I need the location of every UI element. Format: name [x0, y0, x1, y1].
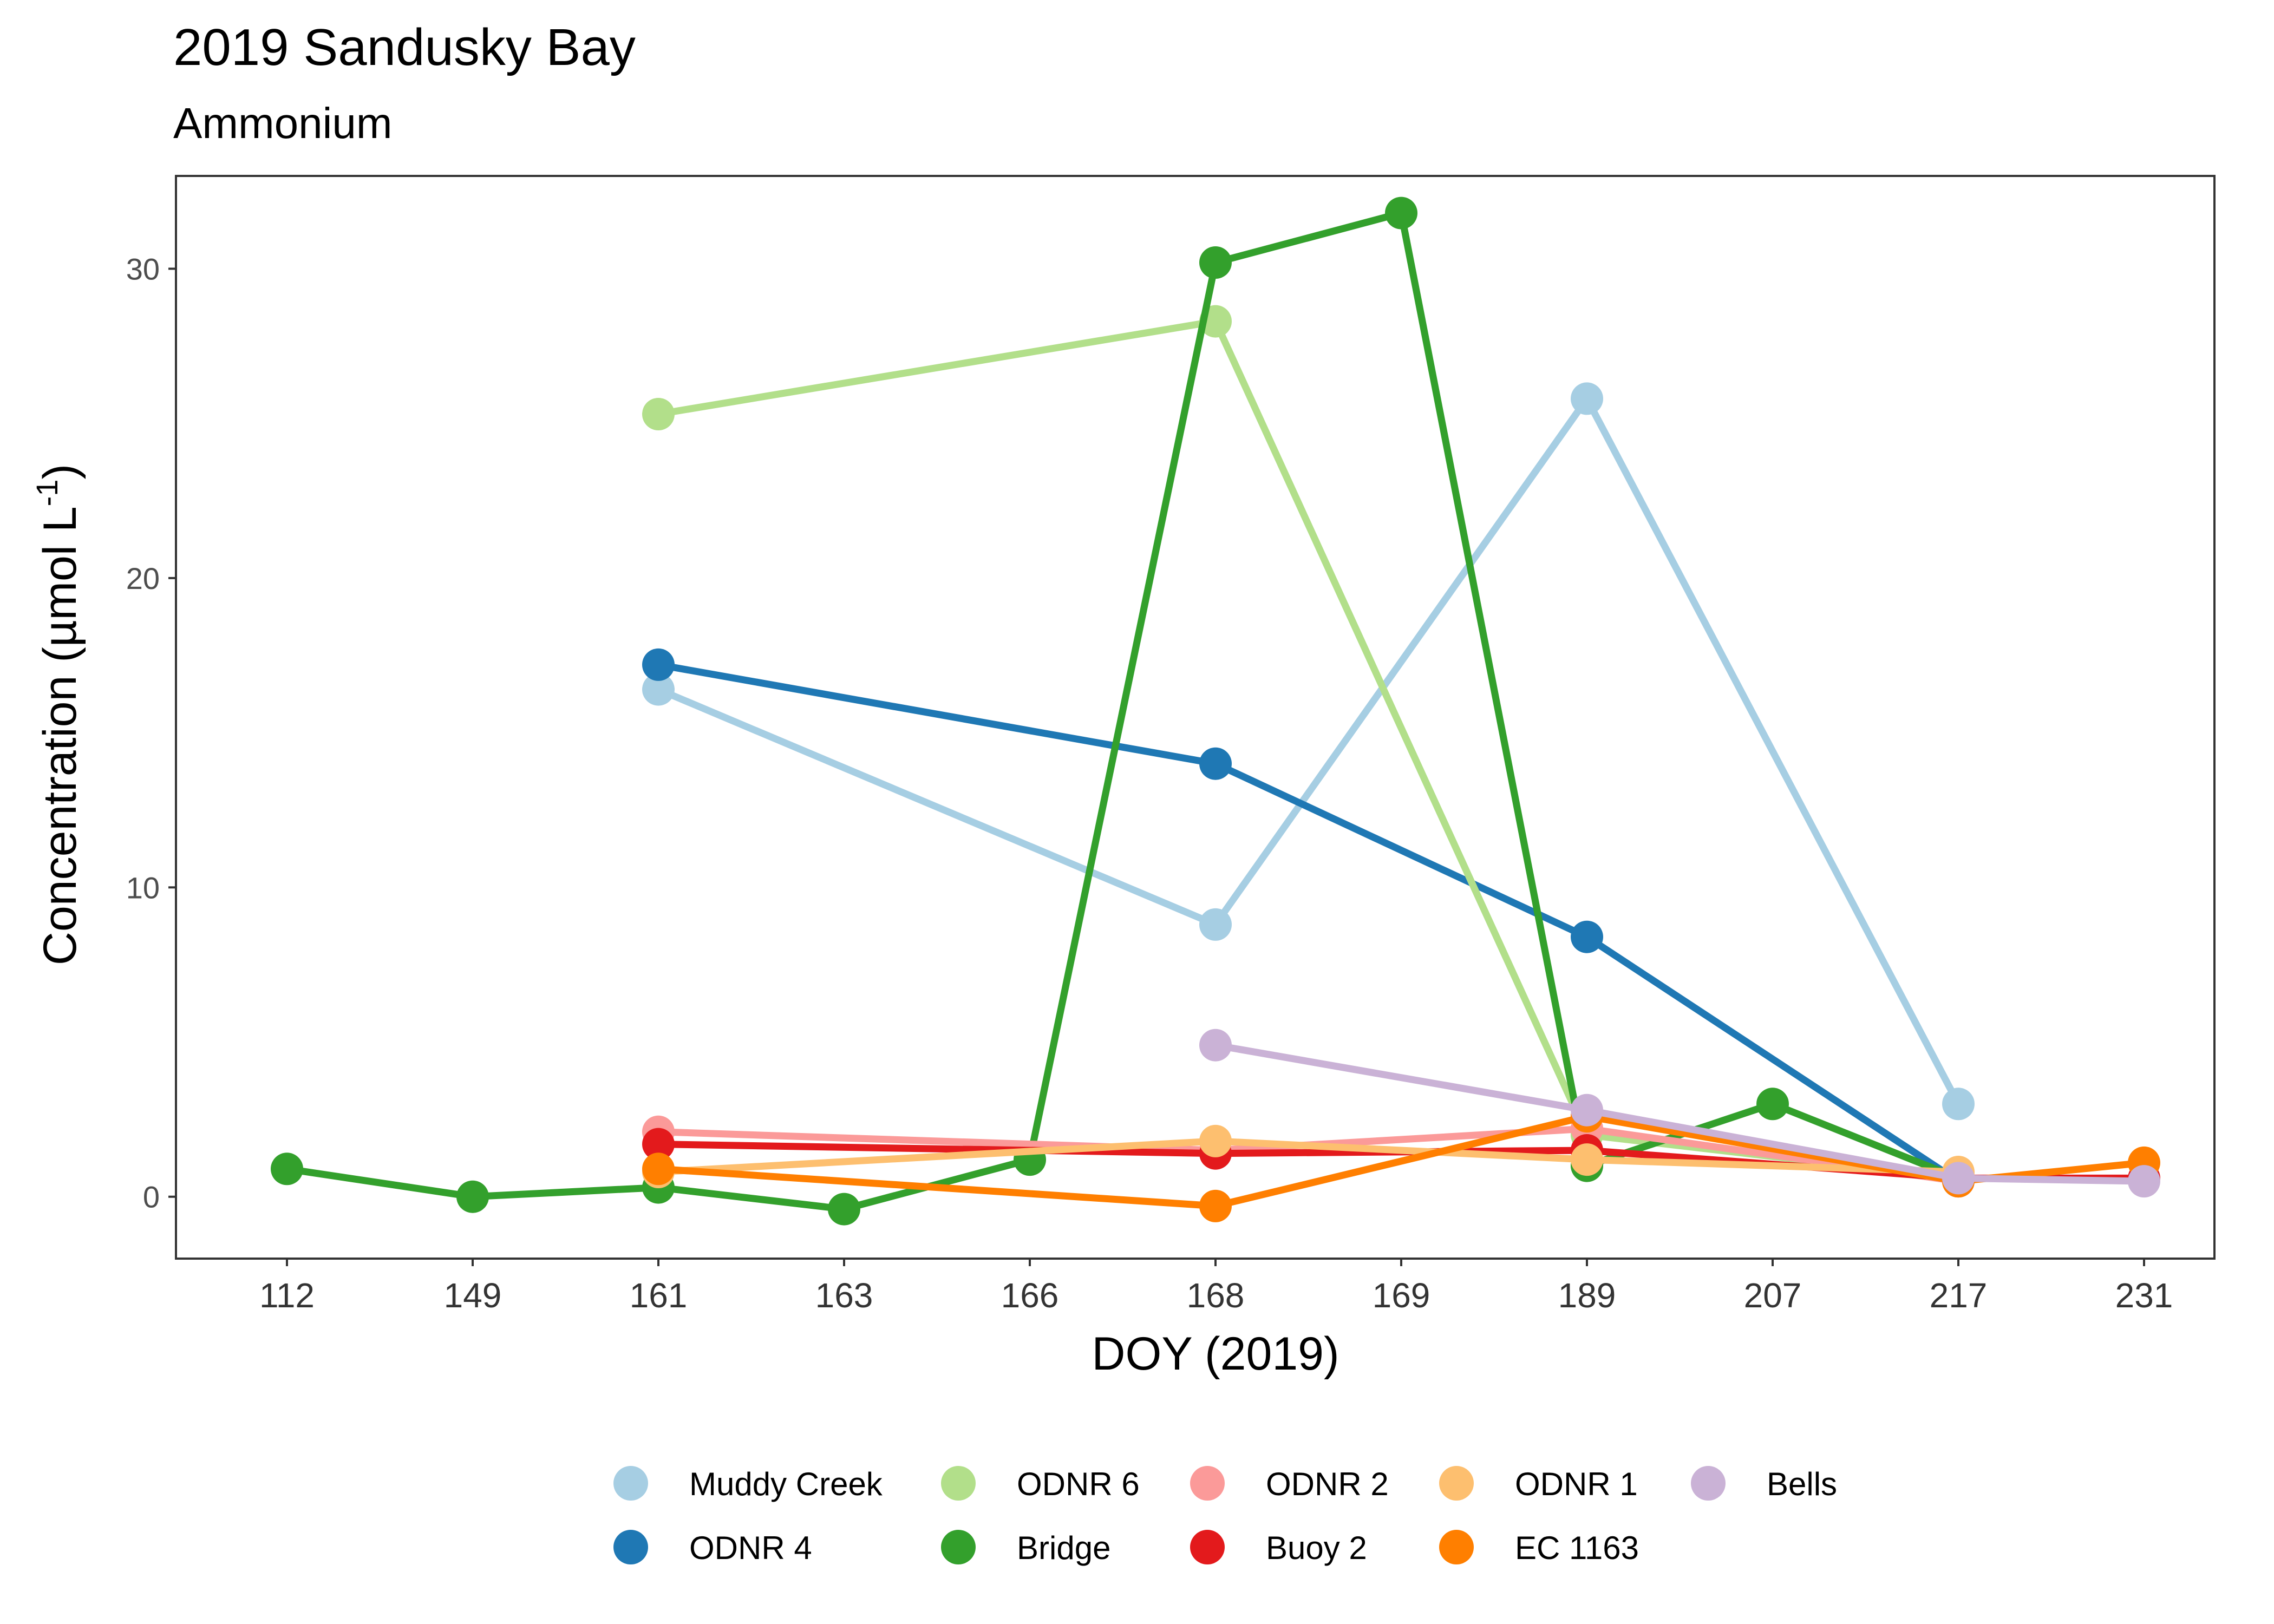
- y-tick-label: 30: [126, 252, 160, 286]
- data-point: [1199, 1189, 1232, 1222]
- x-tick-label: 166: [1001, 1276, 1059, 1315]
- y-axis-title-main: Concentration (µmol L: [34, 506, 86, 965]
- legend-label: Buoy 2: [1266, 1530, 1367, 1566]
- x-tick-label: 149: [444, 1276, 502, 1315]
- legend-label: ODNR 4: [689, 1530, 812, 1566]
- data-point: [1385, 197, 1417, 230]
- data-point: [828, 1193, 860, 1226]
- data-point: [1571, 1093, 1603, 1127]
- chart-subtitle: Ammonium: [173, 99, 393, 147]
- x-tick-label: 189: [1558, 1276, 1616, 1315]
- plot-panel: [175, 175, 2216, 1260]
- legend-key: [1691, 1466, 1726, 1501]
- data-point: [456, 1180, 489, 1213]
- data-point: [1942, 1088, 1975, 1121]
- y-axis-title-superscript: -1: [30, 480, 64, 507]
- data-point: [1571, 382, 1603, 415]
- data-point: [271, 1152, 303, 1186]
- data-point: [642, 1128, 675, 1161]
- legend-label: Bells: [1767, 1466, 1837, 1502]
- legend-label: ODNR 2: [1266, 1466, 1389, 1502]
- legend-label: Muddy Creek: [689, 1466, 883, 1502]
- y-axis-title: Concentration (µmol L-1): [30, 464, 86, 965]
- legend-key: [941, 1530, 976, 1564]
- legend-key: [613, 1530, 648, 1564]
- x-tick-label: 112: [259, 1276, 315, 1315]
- series-muddy-creek: [642, 382, 1975, 1121]
- series-line: [655, 661, 1962, 1185]
- y-tick-label: 20: [126, 561, 160, 595]
- legend-label: ODNR 1: [1515, 1466, 1638, 1502]
- legend-key: [1190, 1530, 1225, 1564]
- data-point: [642, 1152, 675, 1186]
- data-point: [642, 648, 675, 681]
- legend-key: [1439, 1466, 1474, 1501]
- x-axis-title: DOY (2019): [1092, 1328, 1339, 1380]
- legend-key: [1190, 1466, 1225, 1501]
- legend: Muddy Creek ODNR 6 ODNR 2 ODNR 1 Bells ODNR 4…: [613, 1466, 1837, 1566]
- legend-label: ODNR 6: [1017, 1466, 1140, 1502]
- x-tick-label: 161: [630, 1276, 688, 1315]
- series-line: [1212, 1042, 2148, 1185]
- data-point: [2128, 1165, 2160, 1198]
- data-point: [1756, 1088, 1789, 1121]
- x-tick-label: 169: [1373, 1276, 1430, 1315]
- data-point: [1199, 1029, 1232, 1062]
- x-tick-label: 168: [1187, 1276, 1245, 1315]
- series-bells: [1199, 1029, 2160, 1198]
- data-point: [1942, 1162, 1975, 1195]
- data-point: [1571, 1143, 1603, 1176]
- x-tick-label: 163: [815, 1276, 873, 1315]
- legend-key: [1439, 1530, 1474, 1564]
- legend-label: EC 1163: [1515, 1530, 1639, 1566]
- legend-label: Bridge: [1017, 1530, 1110, 1566]
- series-layer: [271, 197, 2160, 1226]
- data-point: [1199, 246, 1232, 279]
- data-point: [642, 398, 675, 430]
- data-point: [1199, 1124, 1232, 1157]
- data-point: [1199, 908, 1232, 941]
- x-tick-label: 231: [2115, 1276, 2173, 1315]
- data-point: [642, 673, 675, 706]
- data-point: [1571, 920, 1603, 953]
- y-tick-label: 0: [143, 1180, 160, 1214]
- series-line: [655, 1125, 1962, 1185]
- series-line: [655, 395, 1962, 1108]
- series-line: [655, 1137, 1962, 1176]
- data-point: [1199, 747, 1232, 780]
- legend-key: [941, 1466, 976, 1501]
- y-tick-label: 10: [126, 870, 160, 905]
- y-axis: 0 10 20 30: [126, 252, 176, 1214]
- chart-title: 2019 Sandusky Bay: [173, 18, 636, 76]
- y-axis-title-suffix: ): [34, 464, 86, 480]
- x-axis: 112 149 161 163 166 168 169 189 207 217 231: [259, 1259, 2173, 1315]
- x-tick-label: 207: [1744, 1276, 1802, 1315]
- legend-key: [613, 1466, 648, 1501]
- x-tick-label: 217: [1930, 1276, 1988, 1315]
